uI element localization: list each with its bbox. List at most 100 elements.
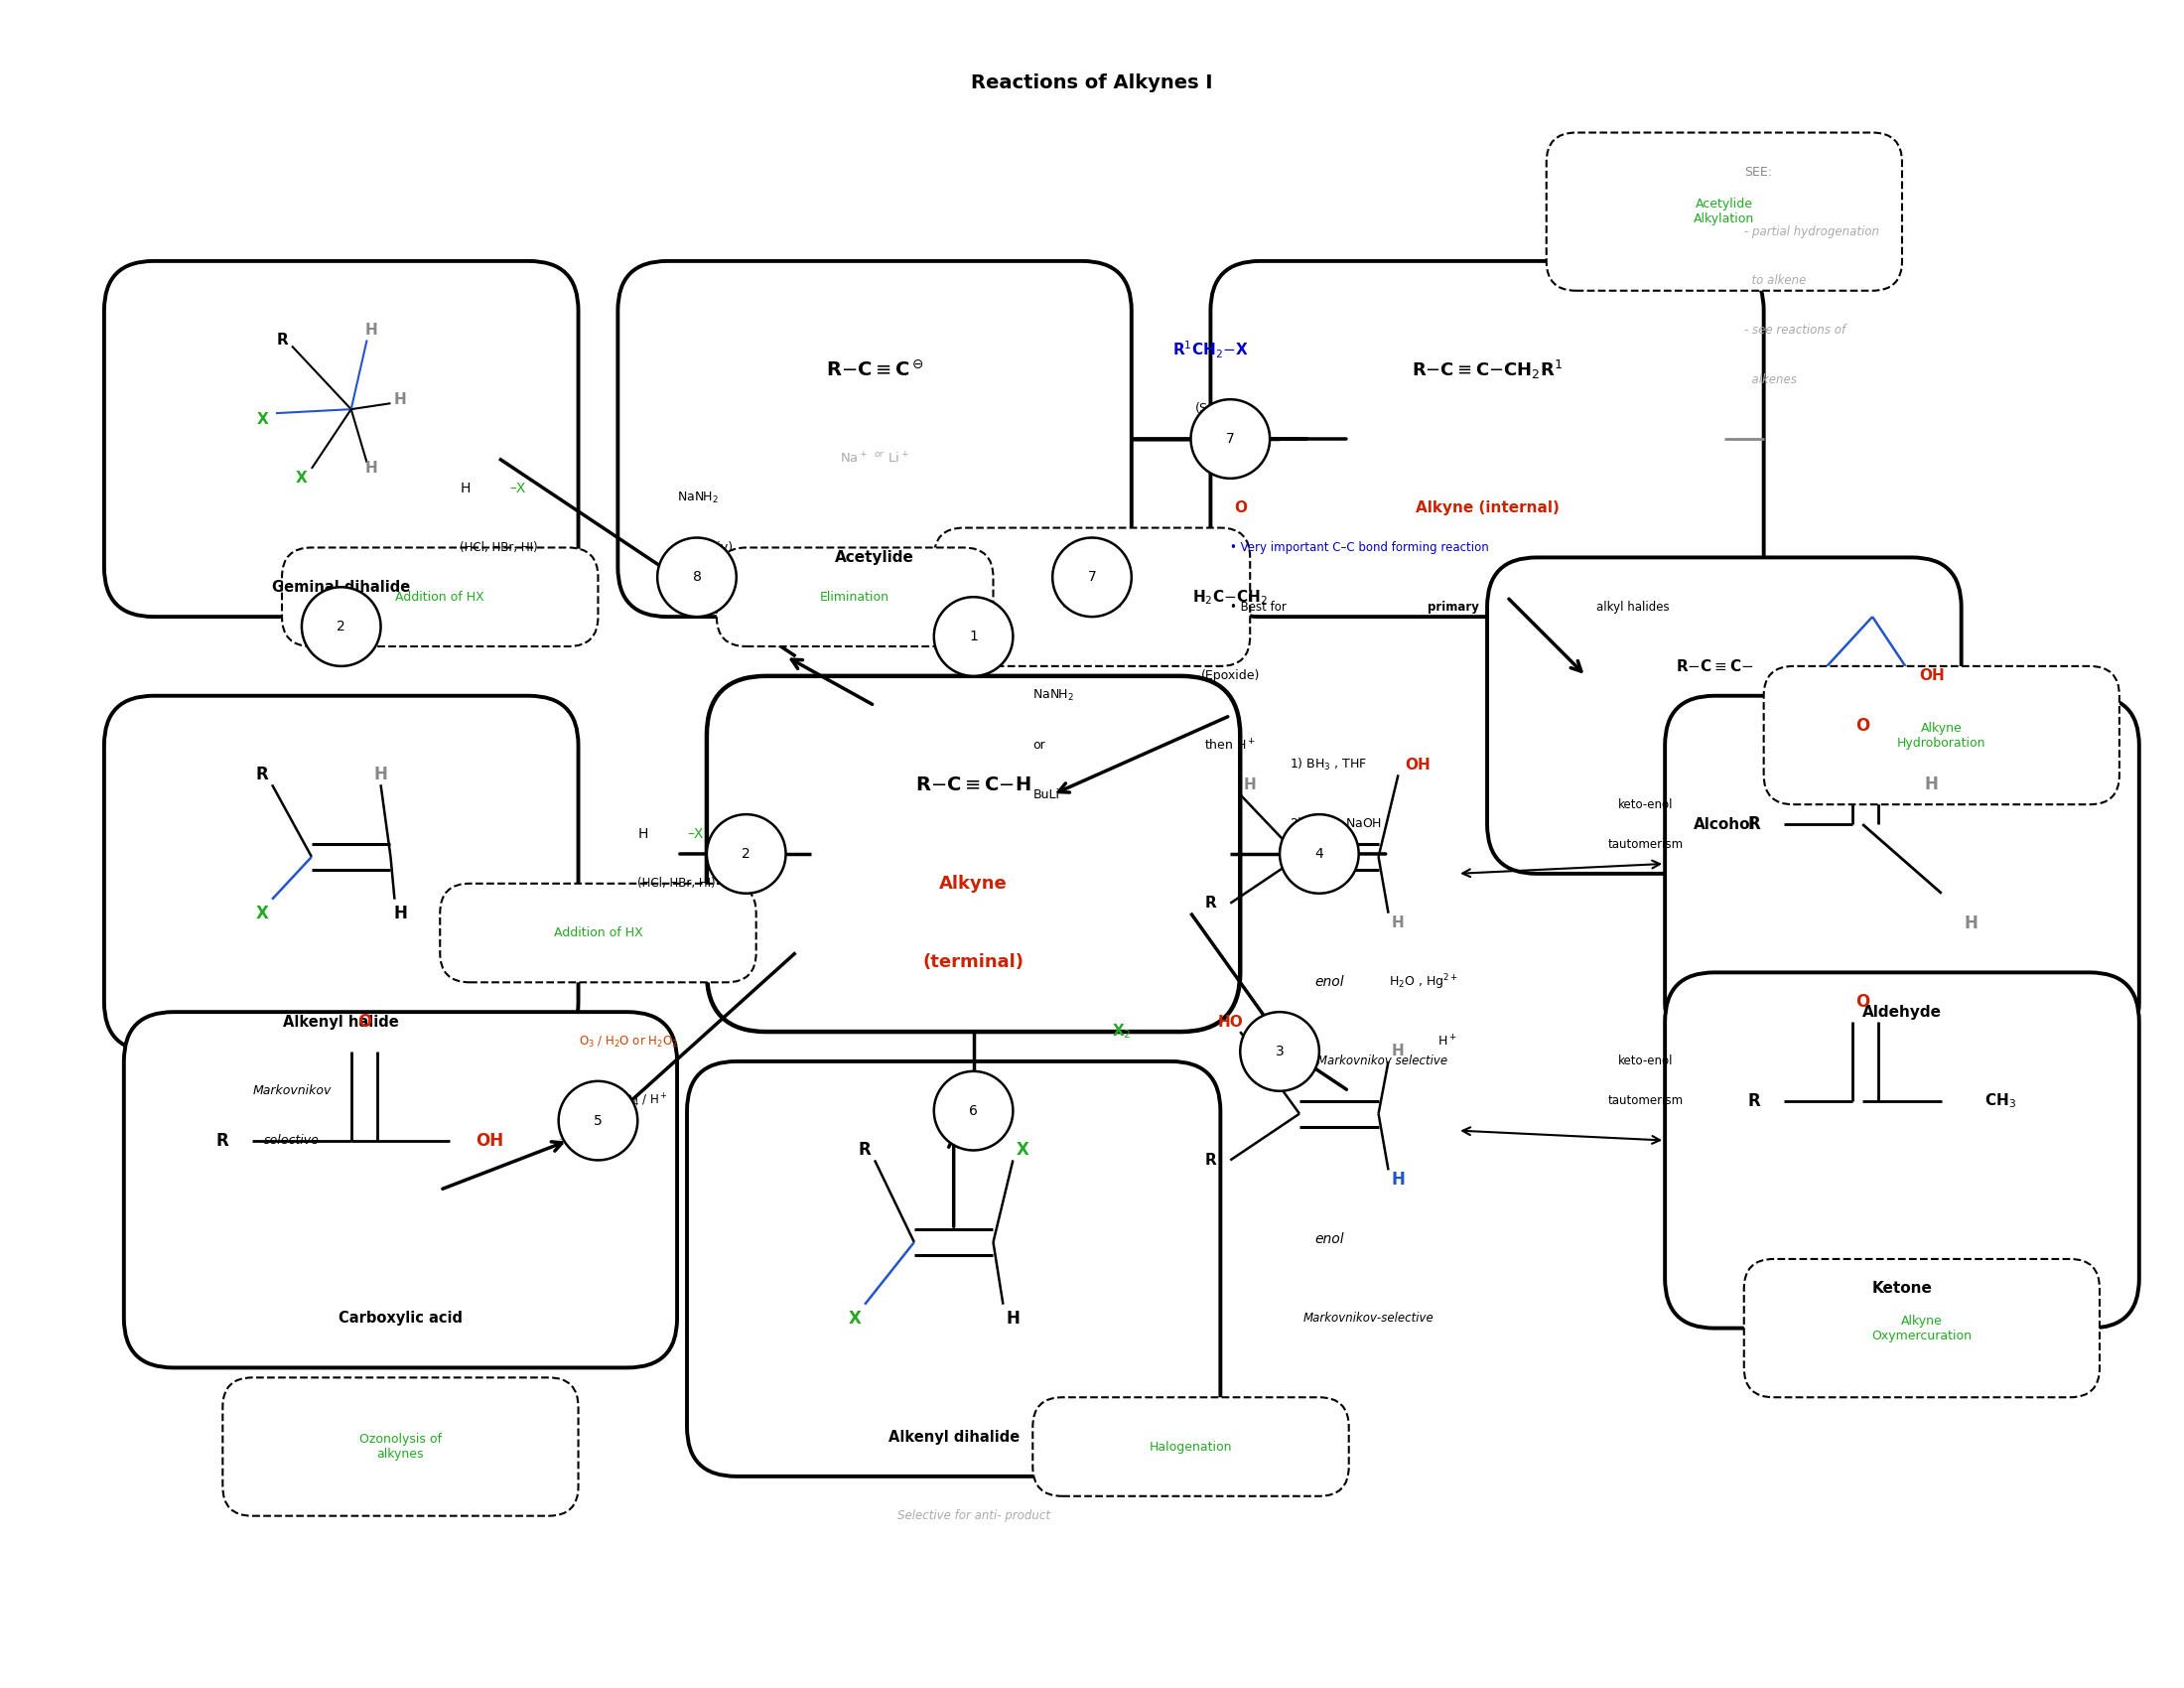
Text: enol: enol (1315, 976, 1343, 989)
Text: X: X (850, 1310, 860, 1327)
Text: H: H (1007, 1310, 1020, 1327)
Text: Acetylide
formation: Acetylide formation (1061, 582, 1123, 611)
Text: CH$_3$: CH$_3$ (1985, 1092, 2016, 1111)
Text: 4: 4 (1315, 847, 1324, 861)
FancyBboxPatch shape (1745, 1259, 2099, 1398)
Text: H: H (365, 322, 378, 338)
Text: Alkyne
Oxymercuration: Alkyne Oxymercuration (1872, 1315, 1972, 1342)
Text: Ketone: Ketone (1872, 1281, 1933, 1296)
Text: or: or (1033, 739, 1046, 751)
Text: R$-$C$\equiv$C$-$H: R$-$C$\equiv$C$-$H (915, 775, 1031, 793)
FancyBboxPatch shape (282, 547, 598, 647)
Circle shape (1280, 814, 1358, 893)
Text: –X: –X (688, 827, 703, 841)
Text: Acetylide: Acetylide (834, 550, 915, 565)
Text: X: X (295, 471, 308, 486)
Text: (3 equiv): (3 equiv) (677, 542, 734, 554)
Text: primary: primary (1428, 601, 1479, 613)
Text: H: H (1391, 1171, 1404, 1188)
Text: (S$_N$2): (S$_N$2) (1195, 402, 1227, 417)
Text: Carboxylic acid: Carboxylic acid (339, 1312, 463, 1325)
Text: R: R (275, 333, 288, 348)
Text: R: R (216, 1131, 229, 1150)
Text: H: H (393, 392, 406, 407)
Text: 3: 3 (1275, 1045, 1284, 1058)
Text: O: O (1856, 993, 1870, 1011)
Text: R$-$C$\equiv$C$-$: R$-$C$\equiv$C$-$ (1675, 658, 1754, 674)
Text: H$_2$O , Hg$^{2+}$: H$_2$O , Hg$^{2+}$ (1389, 972, 1459, 993)
Text: keto-enol: keto-enol (1618, 1055, 1673, 1069)
Text: OH: OH (1404, 758, 1431, 773)
Text: H: H (393, 905, 408, 922)
Text: X: X (256, 905, 269, 922)
Text: X: X (256, 412, 269, 427)
FancyBboxPatch shape (1765, 667, 2118, 805)
FancyBboxPatch shape (708, 675, 1241, 1031)
Text: H: H (373, 766, 387, 783)
Text: H: H (1243, 776, 1256, 792)
Text: H: H (1963, 915, 1979, 932)
Circle shape (559, 1080, 638, 1160)
FancyBboxPatch shape (105, 262, 579, 616)
Text: Addition of HX: Addition of HX (553, 927, 642, 940)
Text: X$_2$: X$_2$ (1112, 1023, 1131, 1041)
Text: R$-$C$\equiv$C$^\ominus$: R$-$C$\equiv$C$^\ominus$ (826, 360, 924, 380)
Text: then H$^+$: then H$^+$ (1206, 738, 1256, 753)
Text: 2) H$_2$O$_2$, NaOH: 2) H$_2$O$_2$, NaOH (1289, 817, 1382, 832)
Text: SEE:: SEE: (1745, 165, 1771, 179)
FancyBboxPatch shape (1033, 1398, 1350, 1496)
Text: Alkyne
Hydroboration: Alkyne Hydroboration (1898, 721, 1985, 749)
Text: 2: 2 (336, 619, 345, 633)
Text: $+$ CO$_2$: $+$ CO$_2$ (557, 1133, 601, 1148)
FancyBboxPatch shape (935, 528, 1249, 667)
Text: Aldehyde: Aldehyde (1863, 1004, 1942, 1020)
Text: OH: OH (1920, 668, 1944, 684)
Text: H: H (1924, 776, 1939, 793)
Text: or  KMnO$_4$ / H$^+$: or KMnO$_4$ / H$^+$ (579, 1092, 668, 1109)
Text: O: O (1856, 716, 1870, 734)
FancyBboxPatch shape (716, 547, 994, 647)
Circle shape (657, 538, 736, 616)
Text: –X: –X (509, 481, 526, 495)
Text: keto-enol: keto-enol (1618, 798, 1673, 810)
FancyBboxPatch shape (1487, 557, 1961, 874)
Text: to alkene: to alkene (1745, 275, 1806, 287)
Text: 7: 7 (1225, 432, 1234, 446)
Text: O: O (358, 1013, 371, 1031)
Text: 6: 6 (970, 1104, 978, 1117)
Text: Ozonolysis of
alkynes: Ozonolysis of alkynes (360, 1433, 441, 1460)
FancyBboxPatch shape (618, 262, 1131, 616)
Text: HO: HO (1216, 1014, 1243, 1030)
Text: H: H (461, 481, 470, 495)
Text: tautomerism: tautomerism (1607, 837, 1684, 851)
Text: R: R (1206, 896, 1216, 912)
Text: • Very important C–C bond forming reaction: • Very important C–C bond forming reacti… (1230, 542, 1489, 554)
Text: alkyl halides: alkyl halides (1597, 601, 1669, 613)
Text: H: H (638, 827, 649, 841)
Text: (terminal): (terminal) (924, 954, 1024, 972)
Text: Acetylide
Alkylation: Acetylide Alkylation (1695, 197, 1754, 226)
Text: Addition of HX: Addition of HX (395, 591, 485, 603)
FancyBboxPatch shape (223, 1377, 579, 1516)
Text: enol: enol (1315, 1232, 1343, 1246)
Text: 7: 7 (1088, 571, 1096, 584)
Text: Alkenyl halide: Alkenyl halide (284, 1014, 400, 1030)
Text: 5: 5 (594, 1114, 603, 1128)
Text: 8: 8 (692, 571, 701, 584)
Text: R: R (1747, 1092, 1760, 1109)
Text: Alcohol: Alcohol (1693, 817, 1756, 832)
Text: Selective for anti- product: Selective for anti- product (898, 1509, 1051, 1523)
Text: NaNH$_2$: NaNH$_2$ (1033, 689, 1075, 704)
Text: R: R (256, 766, 269, 783)
FancyBboxPatch shape (124, 1013, 677, 1367)
Text: tautomerism: tautomerism (1607, 1094, 1684, 1107)
FancyBboxPatch shape (1664, 972, 2138, 1328)
Text: Geminal dihalide: Geminal dihalide (273, 579, 411, 594)
Text: Markovnikov: Markovnikov (253, 1085, 332, 1097)
Text: NaNH$_2$: NaNH$_2$ (677, 491, 719, 506)
Text: O$_3$ / H$_2$O or H$_2$O$_2$: O$_3$ / H$_2$O or H$_2$O$_2$ (579, 1035, 677, 1050)
Text: 2: 2 (743, 847, 751, 861)
Text: selective: selective (264, 1134, 319, 1146)
Text: • Best for: • Best for (1230, 601, 1291, 613)
Circle shape (935, 598, 1013, 675)
